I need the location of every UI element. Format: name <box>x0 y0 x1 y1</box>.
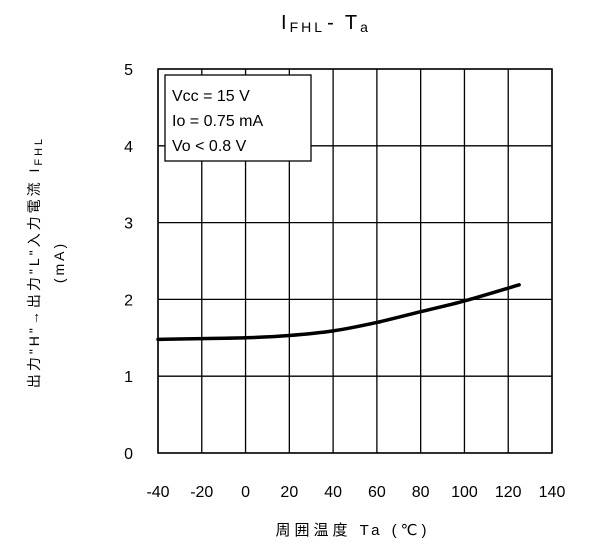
x-tick-label: -20 <box>190 484 213 501</box>
y-tick-label: 5 <box>124 62 133 79</box>
chart-title: IFHL - Ta <box>281 12 371 35</box>
condition-vcc: Vcc = 15 V <box>172 88 250 105</box>
y-tick-label: 2 <box>124 292 133 309</box>
x-tick-label: 20 <box>280 484 298 501</box>
plot-frame <box>157 68 553 454</box>
y-tick-label: 3 <box>124 216 133 233</box>
x-tick-label: 60 <box>368 484 386 501</box>
series-line <box>156 283 521 342</box>
grid <box>157 68 553 454</box>
y-axis-label: 出力"H"→出力"L"入力電流 IFHL <box>26 136 45 388</box>
x-axis-label: 周囲温度 Ta (℃) <box>275 522 430 539</box>
y-tick-label: 0 <box>124 446 133 463</box>
y-tick-label: 4 <box>124 139 133 156</box>
condition-vo: Vo < 0.8 V <box>172 138 247 155</box>
y-tick-labels: 0 1 2 3 4 5 <box>124 62 133 463</box>
x-tick-label: 0 <box>241 484 250 501</box>
x-tick-label: 40 <box>324 484 342 501</box>
x-tick-label: -40 <box>146 484 169 501</box>
condition-io: Io = 0.75 mA <box>172 113 263 130</box>
y-tick-label: 1 <box>124 369 133 386</box>
y-axis-unit: (mA) <box>51 241 67 283</box>
conditions-box: Vcc = 15 V Io = 0.75 mA Vo < 0.8 V <box>164 74 312 162</box>
x-tick-label: 100 <box>451 484 478 501</box>
x-tick-label: 80 <box>412 484 430 501</box>
x-tick-label: 120 <box>495 484 522 501</box>
x-tick-labels: -40 -20 0 20 40 60 80 100 120 140 <box>146 484 565 501</box>
x-tick-label: 140 <box>539 484 566 501</box>
